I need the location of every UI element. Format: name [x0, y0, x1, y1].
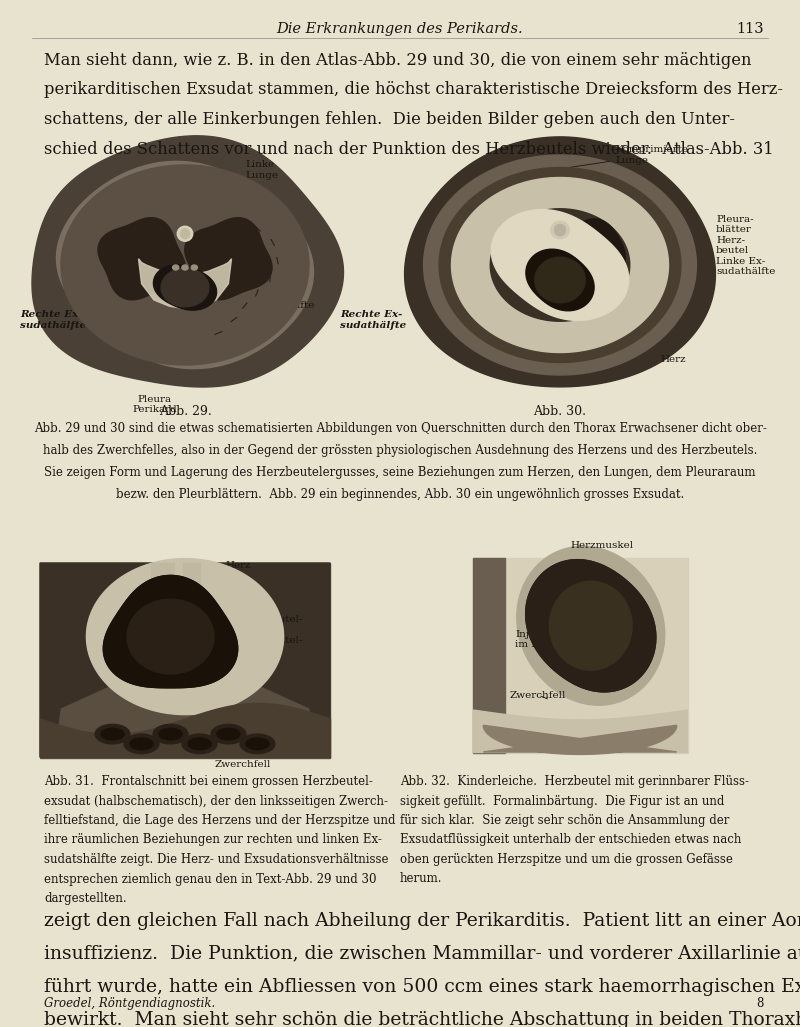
Text: entsprechen ziemlich genau den in Text-Abb. 29 und 30: entsprechen ziemlich genau den in Text-A… [44, 873, 377, 885]
Bar [473, 558, 506, 753]
Text: Herzbeutel-
exsudat
Herzbeutel-
wand: Herzbeutel- exsudat Herzbeutel- wand [240, 615, 302, 655]
Ellipse shape [101, 728, 124, 739]
Text: schied des Schattens vor und nach der Punktion des Herzbeutels wieder.  Atlas-Ab: schied des Schattens vor und nach der Pu… [44, 141, 774, 157]
Text: Herz: Herz [660, 355, 686, 365]
Text: perikarditischen Exsudat stammen, die höchst charakteristische Dreiecksform des : perikarditischen Exsudat stammen, die hö… [44, 81, 783, 99]
Polygon shape [185, 218, 272, 300]
Ellipse shape [246, 738, 269, 750]
Text: Exsudatflüssigkeit unterhalb der entschieden etwas nach: Exsudatflüssigkeit unterhalb der entschi… [400, 834, 742, 846]
Polygon shape [405, 137, 715, 387]
Text: Groedel, Röntgendiagnostik.: Groedel, Röntgendiagnostik. [44, 997, 215, 1010]
Polygon shape [424, 155, 696, 375]
Polygon shape [61, 165, 309, 365]
Polygon shape [103, 575, 238, 688]
Text: führt wurde, hatte ein Abfliessen von 500 ccm eines stark haemorrhagischen Exsud: führt wurde, hatte ein Abfliessen von 50… [44, 978, 800, 996]
Text: Die Erkrankungen des Perikards.: Die Erkrankungen des Perikards. [277, 22, 523, 36]
Text: 113: 113 [736, 22, 764, 36]
Polygon shape [32, 136, 343, 387]
Polygon shape [127, 599, 214, 674]
Polygon shape [526, 250, 594, 311]
Ellipse shape [217, 728, 240, 739]
Bar [182, 563, 200, 632]
Text: Rechte Ex-
sudathälfte: Rechte Ex- sudathälfte [20, 310, 86, 330]
Polygon shape [517, 546, 665, 706]
Text: zeigt den gleichen Fall nach Abheilung der Perikarditis.  Patient litt an einer : zeigt den gleichen Fall nach Abheilung d… [44, 912, 800, 930]
Text: exsudat (halbschematisch), der den linksseitigen Zwerch-: exsudat (halbschematisch), der den links… [44, 795, 388, 807]
Text: felltiefstand, die Lage des Herzens und der Herzspitze und: felltiefstand, die Lage des Herzens und … [44, 814, 395, 827]
Text: insuffizienz.  Die Punktion, die zwischen Mammillar- und vorderer Axillarlinie a: insuffizienz. Die Punktion, die zwischen… [44, 945, 800, 963]
Polygon shape [103, 575, 238, 688]
Text: für sich klar.  Sie zeigt sehr schön die Ansammlung der: für sich klar. Sie zeigt sehr schön die … [400, 814, 730, 827]
Text: Abb. 29.: Abb. 29. [158, 405, 211, 418]
Polygon shape [526, 560, 656, 692]
Ellipse shape [191, 265, 198, 270]
Polygon shape [40, 563, 330, 757]
Text: oben gerückten Herzspitze und um die grossen Gefässe: oben gerückten Herzspitze und um die gro… [400, 853, 733, 866]
Ellipse shape [240, 734, 275, 754]
Polygon shape [563, 219, 626, 281]
Ellipse shape [554, 224, 566, 235]
Text: Linke Ex-
sudathälfte: Linke Ex- sudathälfte [202, 291, 314, 314]
Bar [473, 558, 688, 753]
Polygon shape [550, 581, 632, 671]
Text: bewirkt.  Man sieht sehr schön die beträchtliche Abschattung in beiden Thoraxhäl: bewirkt. Man sieht sehr schön die beträc… [44, 1011, 800, 1027]
Text: Abb. 31.  Frontalschnitt bei einem grossen Herzbeutel-: Abb. 31. Frontalschnitt bei einem grosse… [44, 775, 373, 788]
Text: Pleura
Perikard: Pleura Perikard [133, 395, 178, 415]
Text: Sie zeigen Form und Lagerung des Herzbeutelergusses, seine Beziehungen zum Herze: Sie zeigen Form und Lagerung des Herzbeu… [44, 466, 756, 479]
Polygon shape [57, 161, 314, 369]
Ellipse shape [188, 738, 211, 750]
Text: Rechte Ex-
sudathälfte: Rechte Ex- sudathälfte [340, 310, 406, 330]
Ellipse shape [153, 724, 188, 744]
Polygon shape [161, 268, 209, 307]
Ellipse shape [550, 221, 570, 238]
Text: herum.: herum. [400, 873, 442, 885]
Polygon shape [491, 210, 629, 320]
Text: sigkeit gefüllt.  Formalinbärtung.  Die Figur ist an und: sigkeit gefüllt. Formalinbärtung. Die Fi… [400, 795, 724, 807]
Ellipse shape [178, 226, 193, 241]
Text: Abb. 30.: Abb. 30. [534, 405, 586, 418]
Ellipse shape [159, 728, 182, 739]
Ellipse shape [180, 229, 190, 238]
Ellipse shape [211, 724, 246, 744]
Polygon shape [451, 178, 669, 352]
Polygon shape [439, 167, 681, 363]
Text: Injektionsmasse
im Herzbeutel: Injektionsmasse im Herzbeutel [515, 630, 600, 649]
Ellipse shape [124, 734, 159, 754]
Polygon shape [98, 218, 186, 300]
Text: ihre räumlichen Beziehungen zur rechten und linken Ex-: ihre räumlichen Beziehungen zur rechten … [44, 834, 382, 846]
Polygon shape [154, 265, 217, 310]
Bar [40, 563, 330, 758]
Text: bezw. den Pleurblättern.  Abb. 29 ein beginnendes, Abb. 30 ein ungewöhnlich gros: bezw. den Pleurblättern. Abb. 29 ein beg… [116, 488, 684, 501]
Ellipse shape [182, 734, 217, 754]
Text: dargestellten.: dargestellten. [44, 892, 126, 905]
Text: schattens, der alle Einkerbungen fehlen.  Die beiden Bilder geben auch den Unter: schattens, der alle Einkerbungen fehlen.… [44, 111, 735, 128]
Ellipse shape [95, 724, 130, 744]
Text: Leber: Leber [520, 728, 558, 737]
Polygon shape [494, 219, 557, 281]
Text: Abb. 29 und 30 sind die etwas schematisierten Abbildungen von Querschnitten durc: Abb. 29 und 30 sind die etwas schematisi… [34, 422, 766, 435]
Polygon shape [86, 559, 284, 715]
Polygon shape [490, 208, 630, 321]
Ellipse shape [130, 738, 153, 750]
Text: Herzmuskel: Herzmuskel [570, 540, 633, 549]
Ellipse shape [182, 265, 188, 270]
Polygon shape [526, 560, 656, 692]
Text: Linke
Lunge: Linke Lunge [168, 160, 278, 204]
Text: Abb. 32.  Kinderleiche.  Herzbeutel mit gerinnbarer Flüss-: Abb. 32. Kinderleiche. Herzbeutel mit ge… [400, 775, 749, 788]
Text: halb des Zwerchfelles, also in der Gegend der grössten physiologischen Ausdehnun: halb des Zwerchfelles, also in der Gegen… [43, 444, 757, 457]
Polygon shape [483, 725, 677, 755]
Text: Herz: Herz [167, 561, 250, 599]
Text: Zwerchfell: Zwerchfell [510, 690, 566, 699]
Ellipse shape [173, 265, 178, 270]
Text: Zwerchfell: Zwerchfell [207, 736, 271, 769]
Polygon shape [535, 257, 585, 303]
Text: Pleura-
blätter
Herz-
beutel
Linke Ex-
sudathälfte: Pleura- blätter Herz- beutel Linke Ex- s… [716, 215, 775, 276]
Text: Komprimierte
Lunge: Komprimierte Lunge [522, 145, 688, 175]
Polygon shape [138, 259, 231, 309]
Bar [151, 563, 174, 632]
Text: sudatshälfte zeigt. Die Herz- und Exsudationsverhältnisse: sudatshälfte zeigt. Die Herz- und Exsuda… [44, 853, 389, 866]
Text: 8: 8 [757, 997, 764, 1010]
Text: Herzbeutel: Herzbeutel [545, 591, 604, 600]
Text: Man sieht dann, wie z. B. in den Atlas-Abb. 29 und 30, die von einem sehr mächti: Man sieht dann, wie z. B. in den Atlas-A… [44, 52, 751, 69]
